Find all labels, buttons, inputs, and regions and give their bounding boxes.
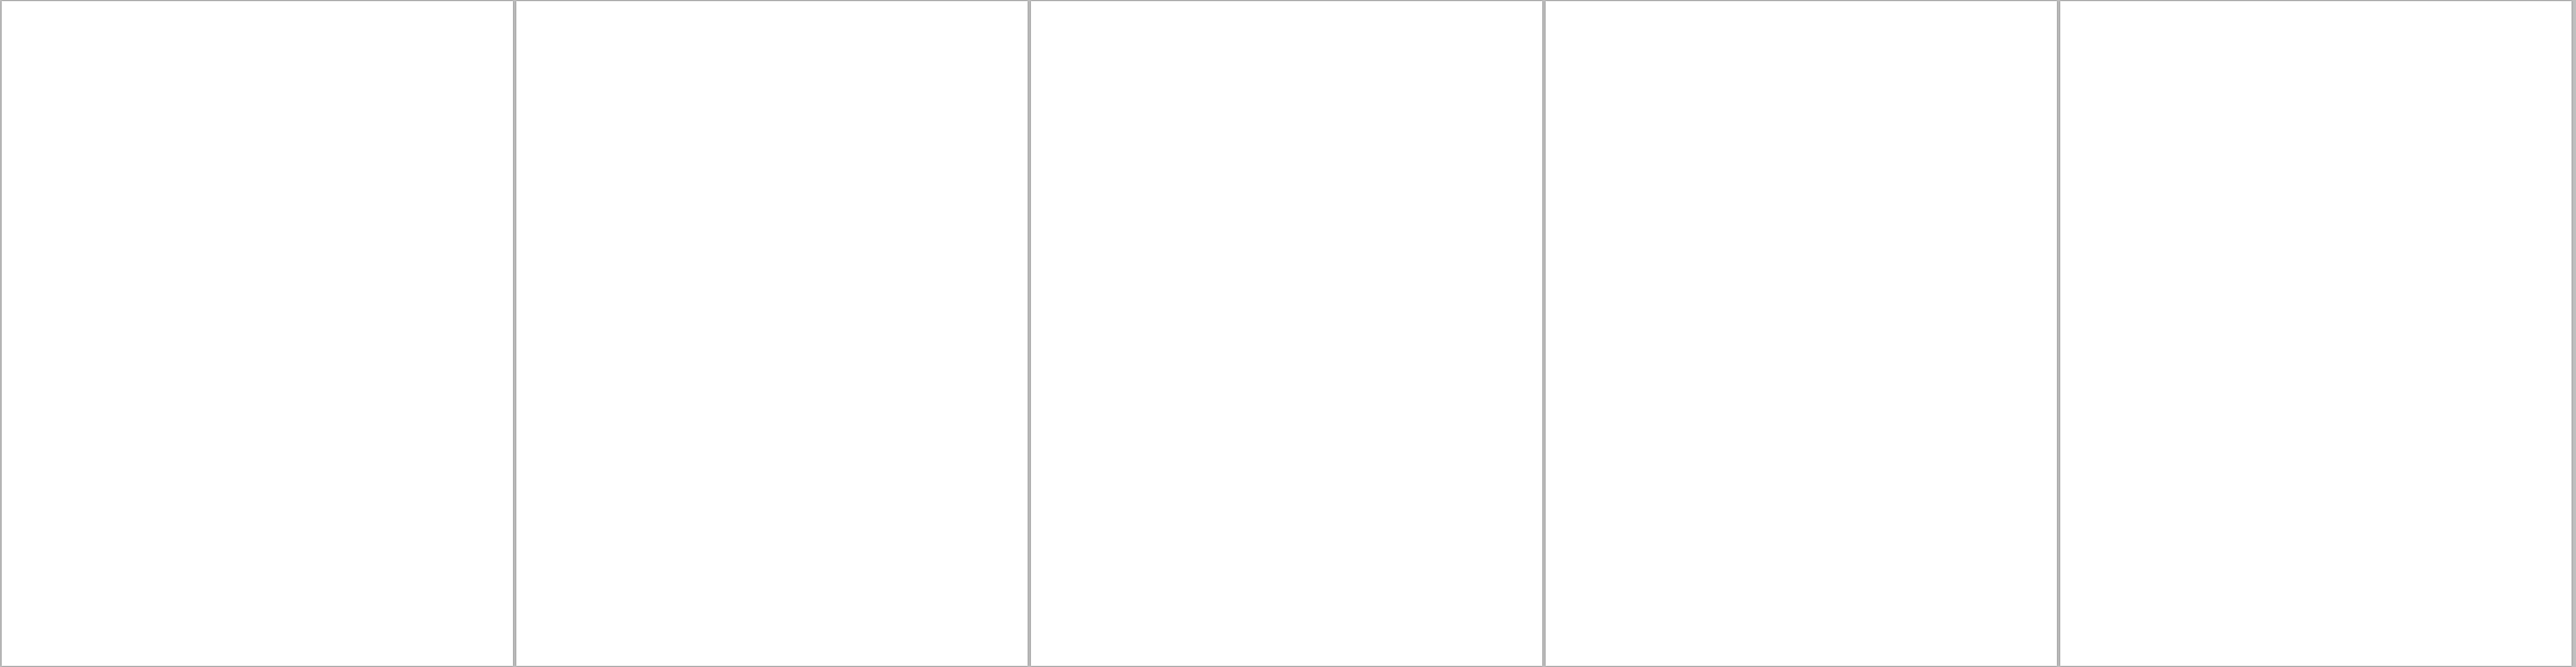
page-5 [2060, 1, 2572, 666]
page-5-right-column [2322, 21, 2537, 643]
page-5-left-column [2095, 21, 2310, 643]
page-2 [516, 1, 1028, 666]
page-2-left-column [551, 21, 766, 643]
page-3-right-column [1293, 21, 1508, 643]
page-3 [1031, 1, 1542, 666]
page-4-right-column [1807, 21, 2022, 643]
page-1-left-column [36, 34, 251, 601]
page-3-left-column [1065, 21, 1280, 643]
page-1 [2, 1, 513, 666]
page-1-right-column [263, 34, 479, 601]
page-4 [1546, 1, 2057, 666]
page-4-left-column [1580, 21, 1795, 643]
page-2-right-column [778, 21, 993, 643]
